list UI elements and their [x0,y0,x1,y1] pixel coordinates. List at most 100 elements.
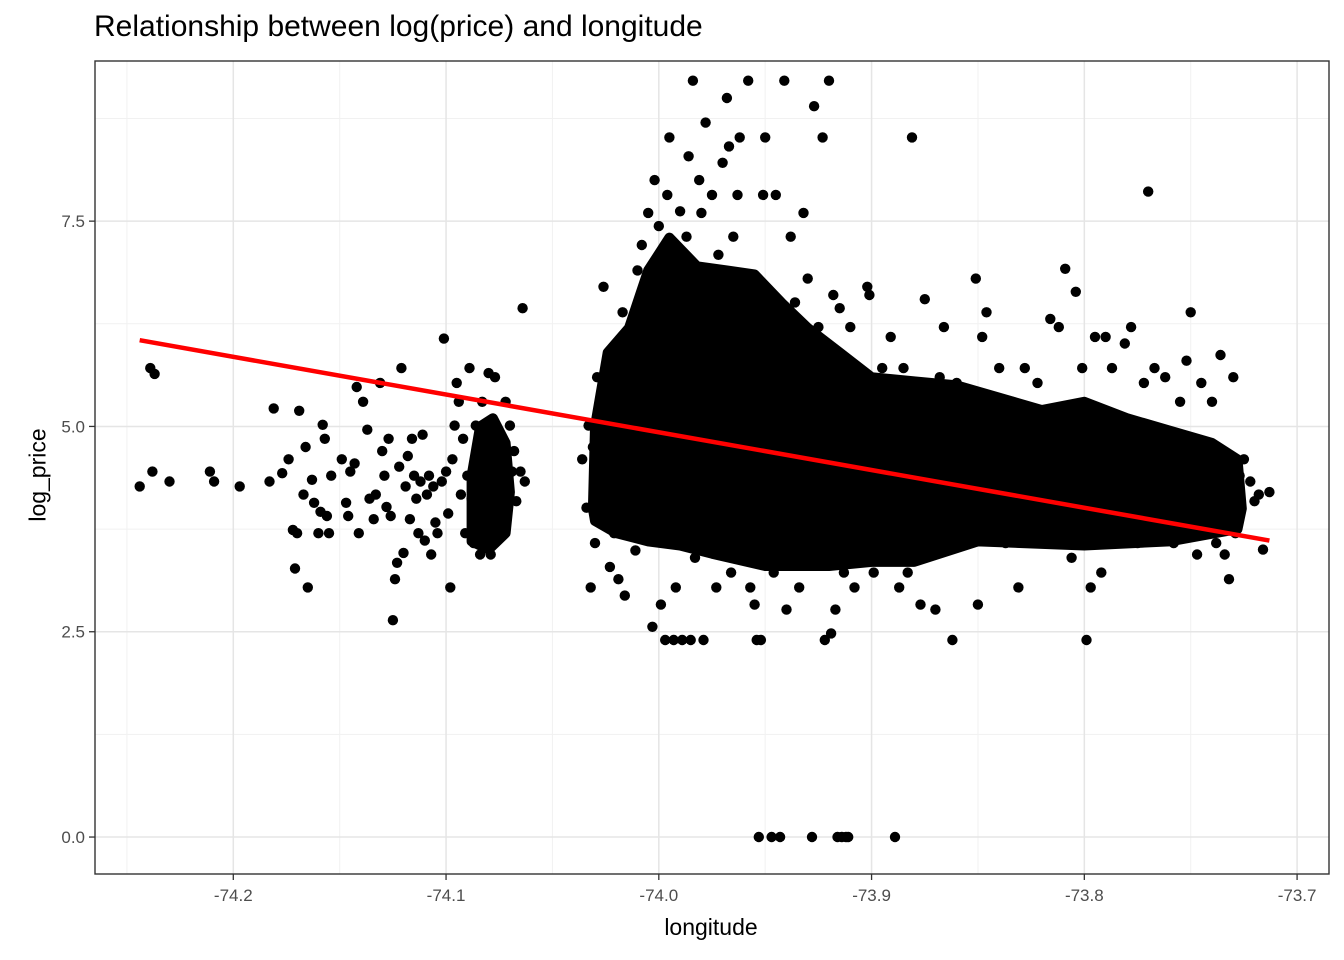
data-point [960,396,971,407]
data-point [930,604,941,615]
data-point [400,481,411,492]
data-point [849,582,860,593]
data-point [283,454,294,465]
data-point [462,470,473,481]
data-point [662,189,673,201]
data-point [432,528,443,539]
data-point [630,545,641,556]
data-point [696,207,707,219]
data-point [853,362,864,374]
data-point [881,537,892,549]
data-point [691,273,703,284]
data-point [264,476,275,487]
x-tick-label: -74.0 [639,886,678,905]
data-point [423,470,435,481]
data-point [623,514,635,525]
data-point [336,454,347,465]
data-point [611,403,622,414]
panel-border [94,60,1330,875]
data-point [862,281,873,292]
data-point [621,396,633,407]
data-point [498,454,509,465]
data-point [685,634,696,646]
data-point [1100,331,1111,343]
data-point [889,831,901,843]
data-point [604,561,616,573]
data-point [668,634,679,646]
data-point [717,157,728,168]
data-point [1160,372,1171,383]
data-point [377,445,388,457]
data-point [951,377,962,389]
data-point [1119,338,1131,349]
data-point [234,481,245,492]
data-point [589,537,601,549]
data-point [289,563,301,574]
data-point [638,362,650,374]
data-point [370,489,381,500]
data-point [515,466,526,477]
data-point [474,549,486,560]
data-point [577,454,588,465]
data-point [440,466,452,477]
data-point [1264,486,1275,498]
data-point [1174,396,1186,407]
data-point [632,265,643,276]
data-point [938,321,950,333]
data-point [204,466,216,477]
data-point [596,470,607,481]
data-point [757,189,769,201]
data-point [806,831,818,843]
data-point [345,466,356,477]
data-point [445,582,456,593]
x-tick-label: -73.8 [1065,886,1104,905]
data-point [362,424,373,435]
x-tick-label: -73.7 [1278,886,1317,905]
data-point [1196,377,1207,389]
data-point [1013,582,1024,593]
data-point [660,634,671,646]
data-point [447,454,458,465]
data-point [925,537,937,549]
data-point [819,634,830,646]
data-point [308,497,320,508]
data-point [517,303,528,314]
data-point [470,420,481,431]
data-point [149,368,160,380]
y-tick-label: 0.0 [61,828,85,847]
data-point [487,470,499,481]
data-point [745,582,756,593]
data-point [1223,574,1235,585]
data-point [506,466,518,477]
data-point [504,420,516,431]
data-point [398,547,409,559]
data-point [619,590,630,601]
x-tick-label: -74.2 [214,886,253,905]
data-point [147,466,158,477]
data-point [672,297,684,308]
data-point [760,132,771,143]
data-point [830,604,841,615]
data-point [683,151,694,162]
data-point [1081,634,1092,646]
data-point [519,476,530,487]
data-point [1228,372,1239,383]
data-point [919,294,930,305]
data-point [774,831,786,843]
data-point [681,231,692,242]
y-tick-label: 5.0 [61,417,85,436]
data-point [421,489,433,500]
data-point [430,517,441,528]
data-point [428,481,439,492]
data-point [1257,544,1269,555]
data-point [591,372,603,383]
data-point [396,362,407,374]
data-point [302,582,313,593]
data-point [383,433,394,444]
data-point [323,528,335,539]
data-point [689,552,701,563]
data-point [1238,454,1250,465]
data-point [934,372,945,383]
data-point [1032,377,1043,389]
data-point [389,574,401,585]
